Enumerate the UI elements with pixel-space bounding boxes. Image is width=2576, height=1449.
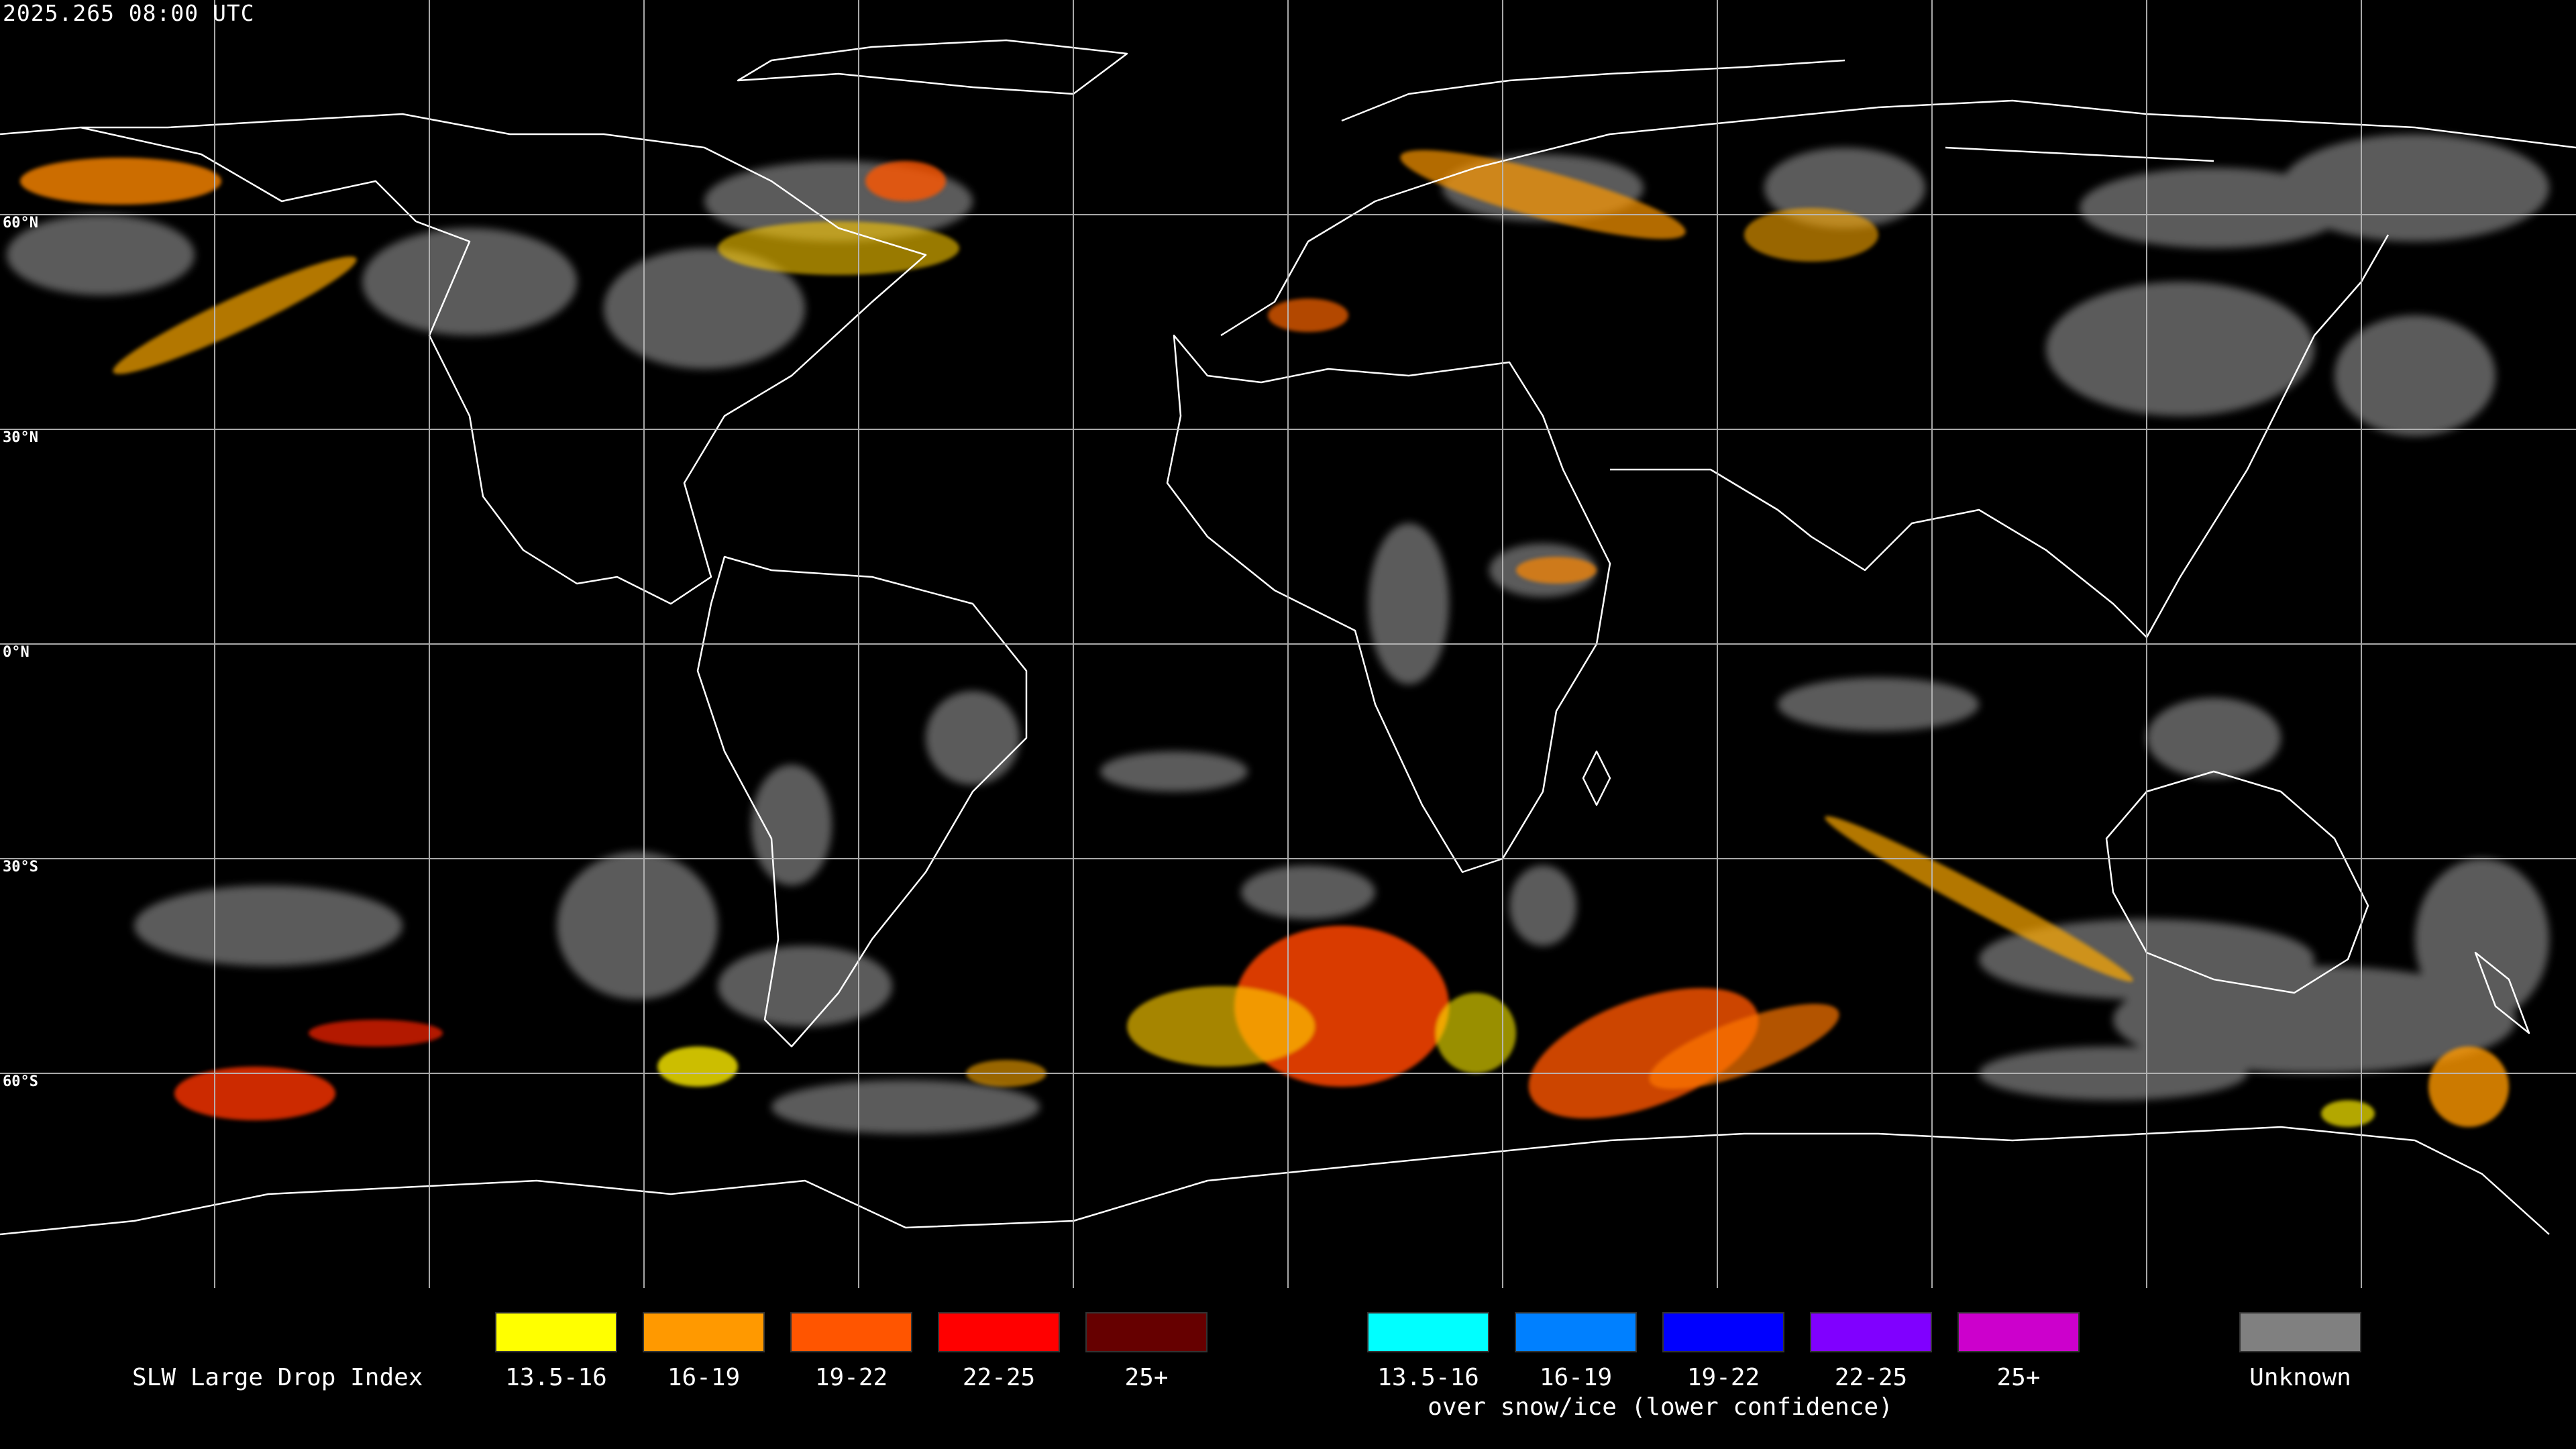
lat-label-30n: 30°N <box>3 429 38 446</box>
legend-snow-swatch-13-5-16 <box>1367 1312 1489 1352</box>
legend-snow-swatch-25-plus <box>1957 1312 2080 1352</box>
legend-swatch-19-22 <box>790 1312 912 1352</box>
legend-snow-label-25-plus: 25+ <box>1996 1364 2041 1391</box>
lat-label-60n: 60°N <box>3 215 38 231</box>
legend-snow-swatch-19-22 <box>1662 1312 1784 1352</box>
lat-label-0n: 0°N <box>3 644 30 661</box>
lat-label-30s: 30°S <box>3 859 38 875</box>
legend-snow-label-16-19: 16-19 <box>1539 1364 1613 1391</box>
legend-title: SLW Large Drop Index <box>132 1364 423 1391</box>
legend-swatch-13-5-16 <box>495 1312 617 1352</box>
legend-snow-label-13-5-16: 13.5-16 <box>1377 1364 1479 1391</box>
legend <box>0 1288 2576 1449</box>
coastlines <box>0 39 2576 1236</box>
timestamp-label: 2025.265 08:00 UTC <box>3 0 255 26</box>
legend-snow-swatch-16-19 <box>1515 1312 1637 1352</box>
legend-swatch-25-plus <box>1085 1312 1208 1352</box>
legend-label-13-5-16: 13.5-16 <box>505 1364 607 1391</box>
legend-snow-label-19-22: 19-22 <box>1686 1364 1760 1391</box>
legend-label-16-19: 16-19 <box>667 1364 741 1391</box>
legend-label-unknown: Unknown <box>2249 1364 2351 1391</box>
legend-snow-swatch-22-25 <box>1810 1312 1932 1352</box>
legend-label-22-25: 22-25 <box>962 1364 1036 1391</box>
lat-label-60s: 60°S <box>3 1073 38 1090</box>
snow-ice-caption: over snow/ice (lower confidence) <box>1428 1393 1893 1421</box>
legend-swatch-16-19 <box>643 1312 765 1352</box>
legend-swatch-unknown <box>2239 1312 2361 1352</box>
legend-label-25-plus: 25+ <box>1124 1364 1169 1391</box>
satellite-map <box>0 0 2576 1288</box>
graticule <box>0 0 2576 1288</box>
legend-swatch-22-25 <box>938 1312 1060 1352</box>
legend-label-19-22: 19-22 <box>814 1364 888 1391</box>
legend-snow-label-22-25: 22-25 <box>1834 1364 1908 1391</box>
